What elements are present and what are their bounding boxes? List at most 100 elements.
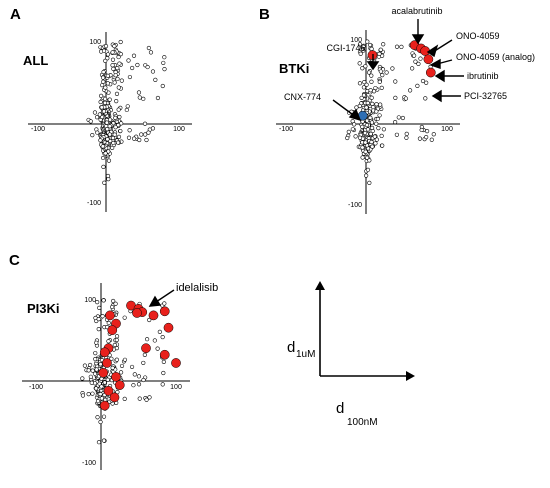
data-point bbox=[94, 367, 99, 372]
data-point bbox=[360, 155, 365, 160]
panel-letter-c: C bbox=[9, 252, 20, 269]
legend-x-arrowhead bbox=[406, 371, 415, 381]
data-point bbox=[93, 351, 98, 356]
data-point bbox=[105, 73, 110, 78]
data-point bbox=[415, 83, 420, 89]
annotation-arrow bbox=[148, 289, 175, 307]
highlighted-point bbox=[159, 306, 170, 317]
data-point bbox=[86, 392, 91, 397]
data-point bbox=[424, 80, 429, 85]
data-point bbox=[103, 151, 108, 156]
data-point bbox=[80, 376, 85, 381]
x-tick-pos: 100 bbox=[441, 126, 453, 133]
data-point bbox=[88, 119, 93, 124]
label-acalabrutinib: acalabrutinib bbox=[391, 6, 442, 16]
data-point bbox=[380, 143, 385, 148]
data-point bbox=[408, 88, 413, 93]
scatter-panel-all: -100 100 100 -100 bbox=[28, 32, 192, 212]
data-point bbox=[113, 115, 118, 120]
data-point bbox=[97, 305, 102, 310]
data-point bbox=[404, 131, 409, 136]
data-point bbox=[147, 395, 152, 400]
data-point bbox=[101, 79, 106, 84]
data-point bbox=[150, 69, 156, 74]
data-point bbox=[363, 64, 368, 69]
data-point bbox=[357, 81, 363, 86]
data-point bbox=[99, 105, 104, 110]
data-point bbox=[127, 74, 133, 80]
data-point bbox=[99, 384, 104, 389]
data-point bbox=[162, 67, 167, 72]
x-tick-neg: -100 bbox=[31, 126, 45, 133]
data-point bbox=[132, 136, 137, 141]
panel-letter-a: A bbox=[10, 6, 21, 23]
data-point bbox=[113, 125, 118, 130]
data-point bbox=[104, 120, 109, 125]
data-point bbox=[365, 127, 371, 132]
data-point bbox=[374, 137, 379, 142]
panel-letter-b: B bbox=[259, 6, 270, 23]
data-point bbox=[146, 130, 151, 135]
data-point bbox=[92, 110, 98, 115]
data-point bbox=[115, 65, 120, 71]
data-point bbox=[377, 51, 382, 56]
highlighted-point bbox=[423, 54, 434, 65]
data-point bbox=[96, 440, 102, 445]
data-point bbox=[361, 93, 367, 98]
data-point bbox=[80, 393, 86, 398]
data-point bbox=[160, 334, 165, 340]
data-point bbox=[130, 65, 135, 71]
data-point bbox=[152, 338, 157, 343]
data-point bbox=[143, 132, 148, 137]
data-point bbox=[114, 346, 120, 351]
data-point bbox=[82, 363, 87, 368]
data-point bbox=[424, 135, 429, 140]
data-point bbox=[141, 96, 146, 101]
data-point bbox=[145, 64, 150, 70]
scatter-points bbox=[80, 298, 167, 445]
data-point bbox=[418, 56, 423, 61]
data-point bbox=[99, 396, 104, 401]
data-point bbox=[105, 127, 110, 132]
data-point bbox=[377, 79, 382, 85]
highlighted-point bbox=[99, 400, 110, 411]
data-point bbox=[119, 78, 124, 83]
data-point bbox=[95, 300, 100, 305]
data-point bbox=[110, 63, 115, 68]
data-point bbox=[118, 128, 123, 134]
data-point bbox=[103, 43, 109, 49]
data-point bbox=[110, 57, 116, 62]
data-point bbox=[89, 380, 94, 385]
data-point bbox=[367, 180, 372, 185]
data-point bbox=[94, 340, 99, 345]
highlighted-point bbox=[102, 358, 112, 368]
scatter-panel-btki: -100 100 100 -100 CGI-1746 acalabrutinib… bbox=[276, 6, 535, 214]
data-point bbox=[118, 39, 123, 45]
highlighted-point bbox=[171, 358, 181, 368]
data-point bbox=[139, 132, 144, 137]
highlighted-point bbox=[141, 343, 151, 354]
highlighted-point bbox=[111, 372, 121, 382]
highlighted-point bbox=[98, 367, 109, 378]
data-point bbox=[376, 126, 381, 131]
label-cgi-1746: CGI-1746 bbox=[326, 43, 365, 53]
data-point bbox=[126, 135, 132, 140]
data-point bbox=[116, 107, 121, 112]
highlighted-point bbox=[163, 322, 174, 333]
data-point bbox=[378, 102, 383, 107]
data-point bbox=[88, 362, 93, 368]
data-point bbox=[105, 173, 111, 179]
data-point bbox=[119, 363, 125, 369]
x-tick-pos: 100 bbox=[170, 384, 182, 391]
data-point bbox=[374, 102, 379, 107]
arrowhead bbox=[148, 295, 162, 307]
data-point bbox=[101, 109, 107, 114]
data-point bbox=[86, 368, 91, 373]
data-point bbox=[346, 129, 351, 134]
data-point bbox=[105, 81, 110, 86]
data-point bbox=[161, 60, 166, 66]
data-point bbox=[361, 85, 367, 90]
data-point bbox=[113, 301, 118, 306]
highlighted-point bbox=[425, 67, 436, 78]
